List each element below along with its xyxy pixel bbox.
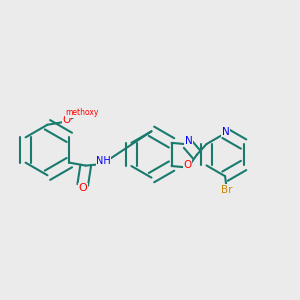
Text: NH: NH	[96, 156, 111, 166]
Text: O: O	[63, 115, 71, 125]
Text: methoxy: methoxy	[65, 108, 98, 117]
Text: O: O	[183, 160, 191, 170]
Text: O: O	[78, 184, 87, 194]
Text: Br: Br	[221, 185, 232, 195]
Text: N: N	[184, 136, 192, 146]
Text: N: N	[222, 127, 230, 137]
